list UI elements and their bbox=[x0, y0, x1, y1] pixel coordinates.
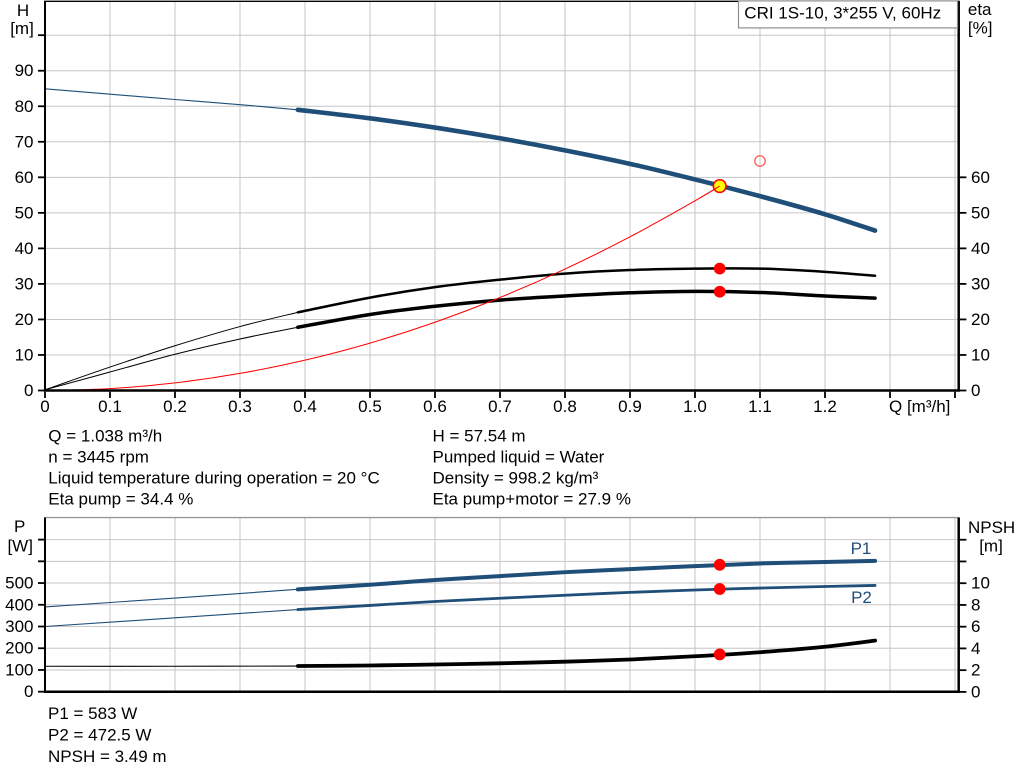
svg-text:20: 20 bbox=[15, 310, 34, 329]
svg-text:Q = 1.038 m³/h: Q = 1.038 m³/h bbox=[48, 426, 162, 445]
svg-text:P2: P2 bbox=[851, 588, 872, 607]
svg-text:0: 0 bbox=[40, 397, 49, 416]
svg-text:0.5: 0.5 bbox=[358, 397, 382, 416]
svg-text:100: 100 bbox=[5, 660, 33, 679]
svg-text:0: 0 bbox=[24, 682, 33, 701]
svg-text:NPSH = 3.49 m: NPSH = 3.49 m bbox=[48, 747, 167, 766]
svg-text:P1 = 583 W: P1 = 583 W bbox=[48, 704, 137, 723]
svg-text:n = 3445 rpm: n = 3445 rpm bbox=[48, 447, 149, 466]
svg-text:[m]: [m] bbox=[979, 537, 1003, 556]
svg-text:0.9: 0.9 bbox=[618, 397, 642, 416]
svg-text:0: 0 bbox=[971, 381, 980, 400]
svg-text:30: 30 bbox=[971, 274, 990, 293]
svg-text:60: 60 bbox=[971, 168, 990, 187]
svg-text:eta: eta bbox=[968, 0, 992, 19]
svg-text:P2 = 472.5 W: P2 = 472.5 W bbox=[48, 726, 151, 745]
svg-text:2: 2 bbox=[971, 661, 980, 680]
svg-text:CRI 1S-10, 3*255 V, 60Hz: CRI 1S-10, 3*255 V, 60Hz bbox=[744, 4, 941, 23]
svg-text:500: 500 bbox=[5, 574, 33, 593]
svg-text:Pumped liquid = Water: Pumped liquid = Water bbox=[433, 447, 605, 466]
svg-text:10: 10 bbox=[15, 345, 34, 364]
svg-text:0: 0 bbox=[24, 381, 33, 400]
svg-text:50: 50 bbox=[15, 203, 34, 222]
svg-text:Eta pump+motor = 27.9 %: Eta pump+motor = 27.9 % bbox=[433, 490, 631, 509]
svg-text:[W]: [W] bbox=[7, 536, 33, 555]
svg-text:0.6: 0.6 bbox=[423, 397, 447, 416]
svg-text:0.2: 0.2 bbox=[163, 397, 187, 416]
svg-text:[m]: [m] bbox=[10, 19, 34, 38]
svg-text:10: 10 bbox=[971, 574, 990, 593]
svg-text:1.1: 1.1 bbox=[748, 397, 772, 416]
svg-text:0.4: 0.4 bbox=[293, 397, 317, 416]
svg-text:10: 10 bbox=[971, 345, 990, 364]
svg-text:0: 0 bbox=[971, 682, 980, 701]
svg-text:6: 6 bbox=[971, 617, 980, 636]
svg-text:H = 57.54 m: H = 57.54 m bbox=[433, 426, 526, 445]
svg-text:40: 40 bbox=[971, 239, 990, 258]
svg-text:NPSH: NPSH bbox=[968, 518, 1015, 537]
svg-text:40: 40 bbox=[15, 239, 34, 258]
svg-text:300: 300 bbox=[5, 617, 33, 636]
svg-text:50: 50 bbox=[971, 203, 990, 222]
svg-text:P1: P1 bbox=[851, 539, 872, 558]
svg-text:8: 8 bbox=[971, 595, 980, 614]
svg-text:Liquid temperature during oper: Liquid temperature during operation = 20… bbox=[48, 469, 379, 488]
svg-text:Q [m³/h]: Q [m³/h] bbox=[889, 397, 950, 416]
svg-text:1.0: 1.0 bbox=[683, 397, 707, 416]
svg-text:1.2: 1.2 bbox=[813, 397, 837, 416]
svg-text:Eta pump = 34.4 %: Eta pump = 34.4 % bbox=[48, 490, 193, 509]
svg-text:Density = 998.2 kg/m³: Density = 998.2 kg/m³ bbox=[433, 469, 599, 488]
svg-text:70: 70 bbox=[15, 132, 34, 151]
svg-text:0.8: 0.8 bbox=[553, 397, 577, 416]
svg-text:4: 4 bbox=[971, 639, 980, 658]
svg-text:0.3: 0.3 bbox=[228, 397, 252, 416]
svg-text:0.7: 0.7 bbox=[488, 397, 512, 416]
svg-text:0.1: 0.1 bbox=[98, 397, 122, 416]
svg-text:P: P bbox=[14, 517, 25, 536]
svg-text:[%]: [%] bbox=[968, 19, 993, 38]
svg-text:400: 400 bbox=[5, 595, 33, 614]
svg-text:90: 90 bbox=[15, 61, 34, 80]
svg-text:60: 60 bbox=[15, 168, 34, 187]
svg-text:80: 80 bbox=[15, 97, 34, 116]
svg-text:30: 30 bbox=[15, 274, 34, 293]
svg-text:200: 200 bbox=[5, 639, 33, 658]
svg-text:H: H bbox=[17, 1, 29, 20]
svg-text:20: 20 bbox=[971, 310, 990, 329]
